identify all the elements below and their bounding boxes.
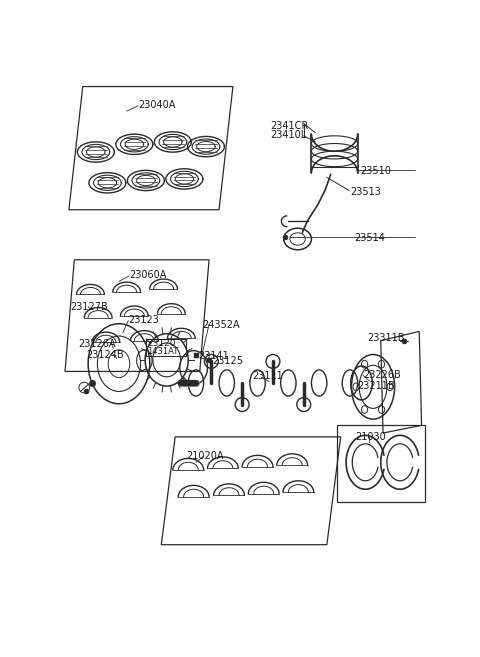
Text: 23311B: 23311B [368,333,405,343]
Text: 1431AT: 1431AT [147,347,179,356]
Text: 23127B: 23127B [71,302,108,312]
Text: 23120: 23120 [147,339,176,348]
Text: 23123: 23123 [128,315,159,325]
Text: 23211B: 23211B [358,380,395,391]
Text: 24352A: 24352A [202,320,240,330]
Text: 23125: 23125 [212,356,243,366]
Text: 23514: 23514 [354,233,384,243]
Text: 23111: 23111 [252,371,283,382]
Text: 21030: 21030 [355,432,386,442]
Text: 23410L: 23410L [271,129,307,140]
Text: 23510: 23510 [360,166,391,176]
Text: 23060A: 23060A [129,270,167,280]
Text: 23226B: 23226B [363,370,401,380]
Text: 23040A: 23040A [138,101,176,110]
Text: 23124B: 23124B [86,350,123,360]
Text: 21020A: 21020A [187,451,224,461]
Text: 23141: 23141 [198,351,229,361]
Text: 23513: 23513 [351,187,382,196]
Text: 23126A: 23126A [78,339,116,349]
Text: 2341CR: 2341CR [271,121,309,131]
